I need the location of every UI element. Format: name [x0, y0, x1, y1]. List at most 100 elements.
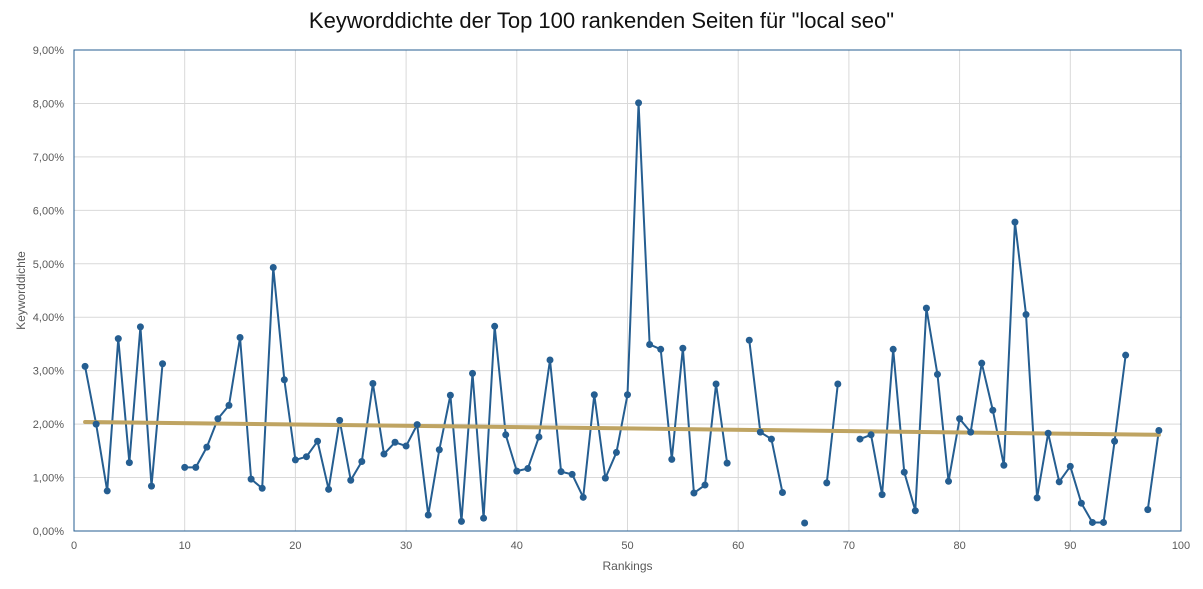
x-tick-label: 50	[621, 540, 633, 552]
data-point	[513, 467, 521, 475]
data-point	[878, 491, 886, 499]
x-tick-label: 0	[71, 540, 77, 552]
data-point	[192, 463, 200, 471]
data-point	[1055, 478, 1063, 486]
data-point	[635, 99, 643, 107]
data-point	[989, 406, 997, 414]
data-point	[956, 415, 964, 423]
data-point	[801, 519, 809, 527]
data-point	[1022, 311, 1030, 319]
data-point	[114, 335, 122, 343]
chart-title: Keyworddichte der Top 100 rankenden Seit…	[308, 8, 895, 33]
data-point	[314, 437, 322, 445]
data-point	[413, 421, 421, 429]
data-point	[701, 481, 709, 489]
data-point	[745, 336, 753, 344]
data-point	[889, 345, 897, 353]
data-point	[945, 477, 953, 485]
data-point	[778, 489, 786, 497]
data-point	[646, 340, 654, 348]
data-point	[92, 420, 100, 428]
data-point	[269, 264, 277, 272]
x-tick-label: 70	[843, 540, 855, 552]
data-point	[911, 507, 919, 515]
data-point	[336, 416, 344, 424]
data-point	[214, 415, 222, 423]
data-point	[657, 345, 665, 353]
data-point	[767, 435, 775, 443]
data-point	[147, 482, 155, 490]
x-tick-label: 80	[953, 540, 965, 552]
y-tick-label: 1,00%	[33, 473, 64, 485]
x-axis-label: Rankings	[602, 559, 652, 573]
y-tick-label: 9,00%	[33, 45, 64, 57]
y-axis-label: Keyworddichte	[14, 251, 28, 330]
data-point	[690, 489, 698, 497]
series-line	[184, 101, 729, 523]
x-tick-label: 100	[1172, 540, 1190, 552]
x-tick-label: 30	[400, 540, 412, 552]
data-point	[280, 376, 288, 384]
data-point	[369, 379, 377, 387]
data-point	[1066, 462, 1074, 470]
data-point	[590, 391, 598, 399]
data-point	[446, 391, 454, 399]
y-tick-label: 5,00%	[33, 259, 64, 271]
data-point	[1100, 518, 1108, 526]
data-point	[1088, 518, 1096, 526]
data-point	[1111, 437, 1119, 445]
data-point	[125, 459, 133, 467]
data-point	[1044, 429, 1052, 437]
data-point	[1144, 506, 1152, 514]
data-point	[601, 474, 609, 482]
data-point	[424, 511, 432, 519]
y-tick-label: 2,00%	[33, 419, 64, 431]
y-tick-label: 0,00%	[33, 526, 64, 538]
data-point	[247, 475, 255, 483]
data-point	[457, 517, 465, 525]
data-point	[81, 362, 89, 370]
data-point	[491, 322, 499, 330]
data-point	[524, 464, 532, 472]
data-point	[1155, 427, 1163, 435]
data-point	[922, 304, 930, 312]
data-point	[136, 323, 144, 331]
data-point	[712, 380, 720, 388]
data-point	[402, 442, 410, 450]
data-point	[546, 356, 554, 364]
series-line	[84, 325, 164, 492]
data-point	[358, 458, 366, 466]
data-point	[258, 484, 266, 492]
y-tick-label: 6,00%	[33, 205, 64, 217]
data-point	[557, 468, 565, 476]
data-point	[679, 344, 687, 352]
data-point	[1077, 499, 1085, 507]
data-point	[579, 493, 587, 501]
data-point	[435, 446, 443, 454]
data-point	[181, 463, 189, 471]
data-point	[978, 359, 986, 367]
data-point	[325, 485, 333, 493]
data-point	[502, 431, 510, 439]
data-point	[1033, 494, 1041, 502]
data-point	[103, 487, 111, 495]
series-line	[748, 340, 784, 493]
x-tick-label: 60	[732, 540, 744, 552]
data-point	[380, 450, 388, 458]
y-tick-label: 4,00%	[33, 312, 64, 324]
data-point	[203, 443, 211, 451]
data-point	[612, 448, 620, 456]
data-point	[900, 468, 908, 476]
y-tick-label: 7,00%	[33, 152, 64, 164]
x-tick-label: 40	[511, 540, 523, 552]
data-point	[867, 431, 875, 439]
y-tick-label: 8,00%	[33, 98, 64, 110]
data-point	[480, 514, 488, 522]
data-point	[469, 369, 477, 377]
data-point	[1011, 218, 1019, 226]
data-point	[756, 428, 764, 436]
series-line	[825, 383, 839, 484]
x-tick-label: 20	[289, 540, 301, 552]
data-point	[668, 455, 676, 463]
